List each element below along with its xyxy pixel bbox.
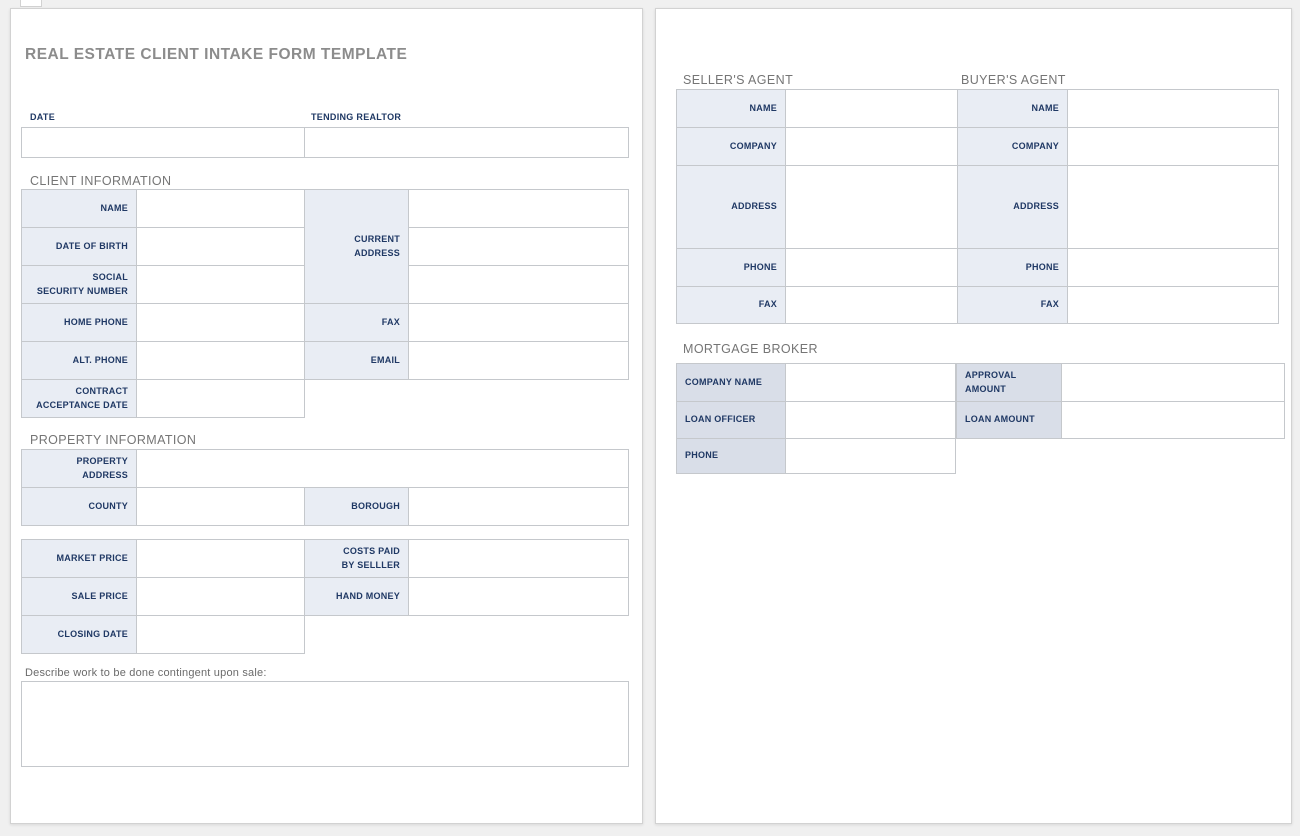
previous-page-edge [20,0,42,7]
seller-agent-fax-input[interactable] [786,287,958,324]
client-information-table: NAME DATE OF BIRTH SOCIAL SECURITY NUMBE… [21,189,629,418]
hand-money-label: HAND MONEY [305,578,409,616]
buyer-agent-fax-input[interactable] [1068,287,1279,324]
sale-price-input[interactable] [137,578,305,616]
date-of-birth-label: DATE OF BIRTH [22,228,137,266]
social-security-number-label: SOCIAL SECURITY NUMBER [22,266,137,304]
contingent-work-textarea[interactable] [21,681,629,767]
alt-phone-label: ALT. PHONE [22,342,137,380]
current-address-label: CURRENT ADDRESS [305,190,409,304]
market-price-label: MARKET PRICE [22,540,137,578]
loan-officer-label: LOAN OFFICER [677,402,786,439]
current-address-input-line2[interactable] [409,228,629,266]
borough-label: BOROUGH [305,488,409,526]
email-label: EMAIL [305,342,409,380]
seller-agent-phone-label: PHONE [677,249,786,287]
buyer-agent-address-input[interactable] [1068,166,1279,249]
date-input[interactable] [22,128,305,158]
property-information-table: PROPERTY ADDRESS COUNTY BOROUGH [21,449,629,526]
costs-paid-by-seller-label: COSTS PAID BY SELLLER [305,540,409,578]
fax-input[interactable] [409,304,629,342]
contract-acceptance-date-input[interactable] [137,380,305,418]
buyer-agent-company-input[interactable] [1068,128,1279,166]
contingent-work-label: Describe work to be done contingent upon… [25,667,267,679]
county-input[interactable] [137,488,305,526]
borough-input[interactable] [409,488,629,526]
seller-agent-company-input[interactable] [786,128,958,166]
approval-amount-input[interactable] [1062,364,1285,402]
contract-acceptance-date-label: CONTRACT ACCEPTANCE DATE [22,380,137,418]
buyer-agent-phone-input[interactable] [1068,249,1279,287]
seller-agent-address-label: ADDRESS [677,166,786,249]
mortgage-broker-left-table: COMPANY NAME LOAN OFFICER PHONE [676,363,956,474]
hand-money-input[interactable] [409,578,629,616]
sale-price-label: SALE PRICE [22,578,137,616]
pricing-table: MARKET PRICE COSTS PAID BY SELLLER SALE … [21,539,629,654]
email-input[interactable] [409,342,629,380]
buyer-agent-name-label: NAME [958,90,1068,128]
market-price-input[interactable] [137,540,305,578]
seller-agent-address-input[interactable] [786,166,958,249]
seller-agent-fax-label: FAX [677,287,786,324]
seller-agent-name-input[interactable] [786,90,958,128]
sellers-agent-heading: SELLER'S AGENT [683,73,794,87]
county-label: COUNTY [22,488,137,526]
approval-amount-label: APPROVAL AMOUNT [957,364,1062,402]
seller-agent-name-label: NAME [677,90,786,128]
buyer-agent-phone-label: PHONE [958,249,1068,287]
buyer-agent-company-label: COMPANY [958,128,1068,166]
page-title: REAL ESTATE CLIENT INTAKE FORM TEMPLATE [25,46,408,63]
loan-amount-input[interactable] [1062,402,1285,439]
property-address-label: PROPERTY ADDRESS [22,450,137,488]
mortgage-company-name-input[interactable] [786,364,956,402]
mortgage-broker-heading: MORTGAGE BROKER [683,342,818,356]
closing-date-label: CLOSING DATE [22,616,137,654]
current-address-input-line1[interactable] [409,190,629,228]
fax-label: FAX [305,304,409,342]
left-page: REAL ESTATE CLIENT INTAKE FORM TEMPLATE … [10,8,643,824]
seller-agent-company-label: COMPANY [677,128,786,166]
buyer-agent-fax-label: FAX [958,287,1068,324]
buyers-agent-heading: BUYER'S AGENT [961,73,1066,87]
tending-realtor-label: TENDING REALTOR [311,112,402,122]
client-information-heading: CLIENT INFORMATION [30,174,172,188]
mortgage-broker-right-table: APPROVAL AMOUNT LOAN AMOUNT [956,363,1285,439]
mortgage-phone-label: PHONE [677,439,786,474]
date-realtor-table [21,127,629,158]
closing-date-input[interactable] [137,616,305,654]
client-name-input[interactable] [137,190,305,228]
buyer-agent-name-input[interactable] [1068,90,1279,128]
mortgage-phone-input[interactable] [786,439,956,474]
right-page: SELLER'S AGENT BUYER'S AGENT NAME COMPAN… [655,8,1292,824]
tending-realtor-input[interactable] [305,128,629,158]
loan-amount-label: LOAN AMOUNT [957,402,1062,439]
property-address-input[interactable] [137,450,629,488]
alt-phone-input[interactable] [137,342,305,380]
seller-agent-phone-input[interactable] [786,249,958,287]
property-information-heading: PROPERTY INFORMATION [30,433,197,447]
loan-officer-input[interactable] [786,402,956,439]
social-security-number-input[interactable] [137,266,305,304]
home-phone-input[interactable] [137,304,305,342]
client-name-label: NAME [22,190,137,228]
current-address-input-line3[interactable] [409,266,629,304]
date-label: DATE [30,112,56,122]
home-phone-label: HOME PHONE [22,304,137,342]
mortgage-company-name-label: COMPANY NAME [677,364,786,402]
buyer-agent-address-label: ADDRESS [958,166,1068,249]
costs-paid-by-seller-input[interactable] [409,540,629,578]
date-of-birth-input[interactable] [137,228,305,266]
agents-table: NAME COMPANY ADDRESS PHONE FAX NAME COMP… [676,89,1279,324]
